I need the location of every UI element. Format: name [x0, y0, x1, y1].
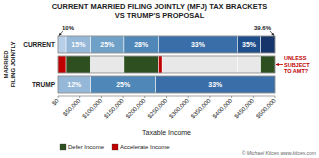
x-tick [253, 96, 254, 98]
annotation-arrow [276, 64, 283, 65]
legend-label: Accelerate Income [120, 144, 170, 150]
row-outline [58, 56, 275, 73]
subtitle: VS TRUMP'S PROPOSAL [115, 11, 205, 20]
segment [237, 36, 260, 53]
legend-swatch [60, 144, 66, 150]
x-tick-label: $50,000 [62, 97, 82, 117]
annotation: 10% [62, 25, 75, 31]
x-tick [166, 96, 167, 98]
segment [162, 56, 237, 73]
segment [124, 56, 159, 73]
segment [158, 56, 162, 73]
x-tick-label: $300,000 [168, 97, 190, 119]
x-tick [275, 96, 276, 98]
x-tick-label: $450,000 [233, 97, 255, 119]
row-outline [58, 76, 275, 93]
credit: © Michael Kitces www.kitces.com [242, 150, 316, 156]
bars [58, 36, 275, 93]
segment-label: 25% [100, 41, 115, 48]
y-axis-label: MARRIEDFILING JOINTLY [3, 41, 16, 87]
segment [66, 56, 91, 73]
annotation-arrow [270, 31, 274, 36]
x-tick [144, 96, 145, 98]
segment-label: 33% [191, 41, 206, 48]
segment [237, 56, 260, 73]
x-tick [209, 96, 210, 98]
x-tick [123, 96, 124, 98]
annotation: 39.6% [254, 25, 272, 31]
segment-label: 33% [208, 81, 223, 88]
x-tick-label: $500,000 [255, 97, 277, 119]
x-tick-label: $350,000 [190, 97, 212, 119]
segment [261, 36, 275, 53]
segment [91, 56, 124, 73]
segment-label: 25% [116, 81, 131, 88]
segment-label: 28% [134, 41, 149, 48]
x-axis-label: Taxable Income [142, 129, 191, 136]
x-tick-label: $0 [51, 97, 60, 106]
x-tick [79, 96, 80, 98]
annotation-arrow [59, 31, 63, 36]
chart: CURRENT MARRIED FILING JOINTLY (MFJ) TAX… [0, 0, 319, 158]
row-outline [58, 36, 275, 53]
x-tick-label: $150,000 [103, 97, 125, 119]
segment [58, 76, 91, 93]
legend: Defer Income Accelerate Income [60, 144, 170, 150]
segment [91, 36, 124, 53]
segment [124, 36, 159, 53]
x-tick-label: $100,000 [81, 97, 103, 119]
x-tick [101, 96, 102, 98]
x-tick-label: $250,000 [146, 97, 168, 119]
segment-label: 12% [67, 81, 82, 88]
segment [91, 76, 156, 93]
category-label: TRUMP [32, 81, 56, 88]
x-tick-label: $400,000 [211, 97, 233, 119]
title: CURRENT MARRIED FILING JOINTLY (MFJ) TAX… [52, 2, 268, 11]
legend-label: Defer Income [68, 144, 105, 150]
x-tick-label: $200,000 [125, 97, 147, 119]
x-tick [231, 96, 232, 98]
segment [158, 36, 237, 53]
bar-labels: 15% 25% 28% 33% 35% 12% 25% 33% [67, 41, 256, 88]
segment-label: 35% [242, 41, 257, 48]
x-tick [58, 96, 59, 98]
legend-swatch [112, 144, 118, 150]
segment [58, 56, 66, 73]
segment [156, 76, 275, 93]
segment-label: 15% [71, 41, 86, 48]
segment [58, 36, 66, 53]
x-tick [188, 96, 189, 98]
category-label: CURRENT [23, 41, 55, 48]
segment [261, 56, 275, 73]
annotation: UNLESSSUBJECTTO AMT? [284, 55, 310, 73]
segment [66, 36, 91, 53]
